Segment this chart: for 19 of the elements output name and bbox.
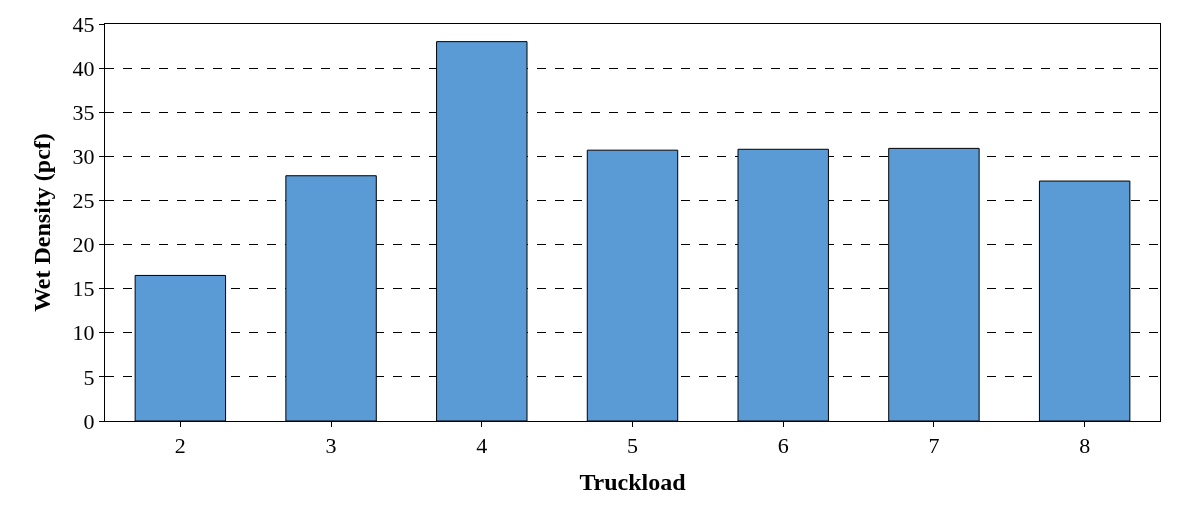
x-tick-label: 8 — [1079, 433, 1091, 459]
x-tick-label: 3 — [325, 433, 337, 459]
y-tick-label: 10 — [72, 320, 95, 346]
y-tick-label: 40 — [72, 55, 95, 81]
y-tick-label: 20 — [72, 232, 95, 258]
y-tick-label: 35 — [72, 99, 95, 125]
y-tick-label: 15 — [72, 276, 95, 302]
x-tick-label: 4 — [476, 433, 488, 459]
y-tick-label: 25 — [72, 188, 95, 214]
y-tick-label: 30 — [72, 144, 95, 170]
y-axis-title: Wet Density (pcf) — [28, 133, 55, 312]
x-tick-label: 5 — [627, 433, 638, 459]
x-tick-label: 7 — [928, 433, 940, 459]
y-tick-label: 5 — [83, 364, 95, 390]
x-tick-label: 6 — [777, 433, 789, 459]
x-tick-label: 2 — [174, 433, 186, 459]
y-tick-label: 0 — [83, 408, 95, 434]
x-axis-title: Truckload — [579, 468, 687, 495]
y-tick-label: 45 — [72, 11, 95, 37]
